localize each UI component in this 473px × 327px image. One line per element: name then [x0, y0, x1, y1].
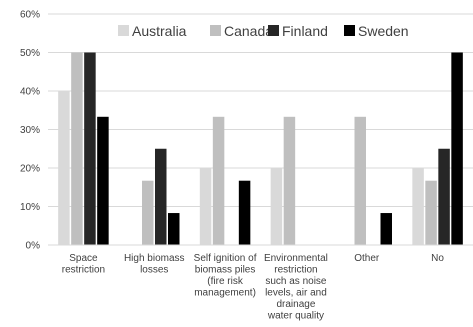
bar	[283, 116, 296, 245]
bars	[58, 52, 463, 245]
y-axis-tick-labels: 0% 10% 20% 30% 40% 50% 60%	[20, 10, 40, 252]
legend-swatch	[268, 25, 279, 36]
x-category-label: Other	[354, 253, 380, 264]
legend-swatch	[344, 25, 355, 36]
x-category-label: No	[431, 253, 444, 264]
gridlines	[48, 13, 473, 207]
bar	[425, 180, 437, 245]
bar	[58, 91, 70, 245]
legend-label: Finland	[282, 23, 328, 39]
bar	[155, 148, 167, 245]
bar	[199, 168, 212, 245]
x-axis-category-labels: Space restriction High biomass losses Self i…	[62, 253, 445, 322]
bar	[142, 180, 154, 245]
bar	[270, 168, 283, 245]
y-tick-label: 40%	[20, 87, 40, 98]
bar	[451, 52, 463, 245]
bar	[412, 168, 424, 245]
y-tick-label: 10%	[20, 202, 40, 213]
bar	[71, 52, 83, 245]
y-tick-label: 0%	[26, 241, 41, 252]
legend-label: Australia	[132, 23, 187, 39]
x-category-label: Space restriction	[62, 253, 105, 276]
bar	[84, 52, 96, 245]
bar	[354, 116, 366, 245]
y-tick-label: 60%	[20, 10, 40, 21]
bar	[438, 148, 450, 245]
legend-label: Canada	[224, 23, 273, 39]
y-tick-label: 20%	[20, 164, 40, 175]
bar	[168, 213, 180, 245]
bar	[238, 180, 251, 245]
legend-label: Sweden	[358, 23, 409, 39]
x-category-label: Self ignition of biomass piles (fire risk m…	[194, 253, 257, 299]
x-category-label: High biomass losses	[124, 253, 185, 276]
x-category-label: Environmental restriction such as noise lev…	[264, 253, 328, 322]
y-tick-label: 50%	[20, 48, 40, 59]
legend-swatch	[210, 25, 221, 36]
legend-swatch	[118, 25, 129, 36]
y-tick-label: 30%	[20, 125, 40, 136]
bar	[380, 213, 392, 245]
legend: Australia Canada Finland Sweden	[118, 23, 409, 39]
bar	[212, 116, 225, 245]
bar	[97, 116, 109, 245]
